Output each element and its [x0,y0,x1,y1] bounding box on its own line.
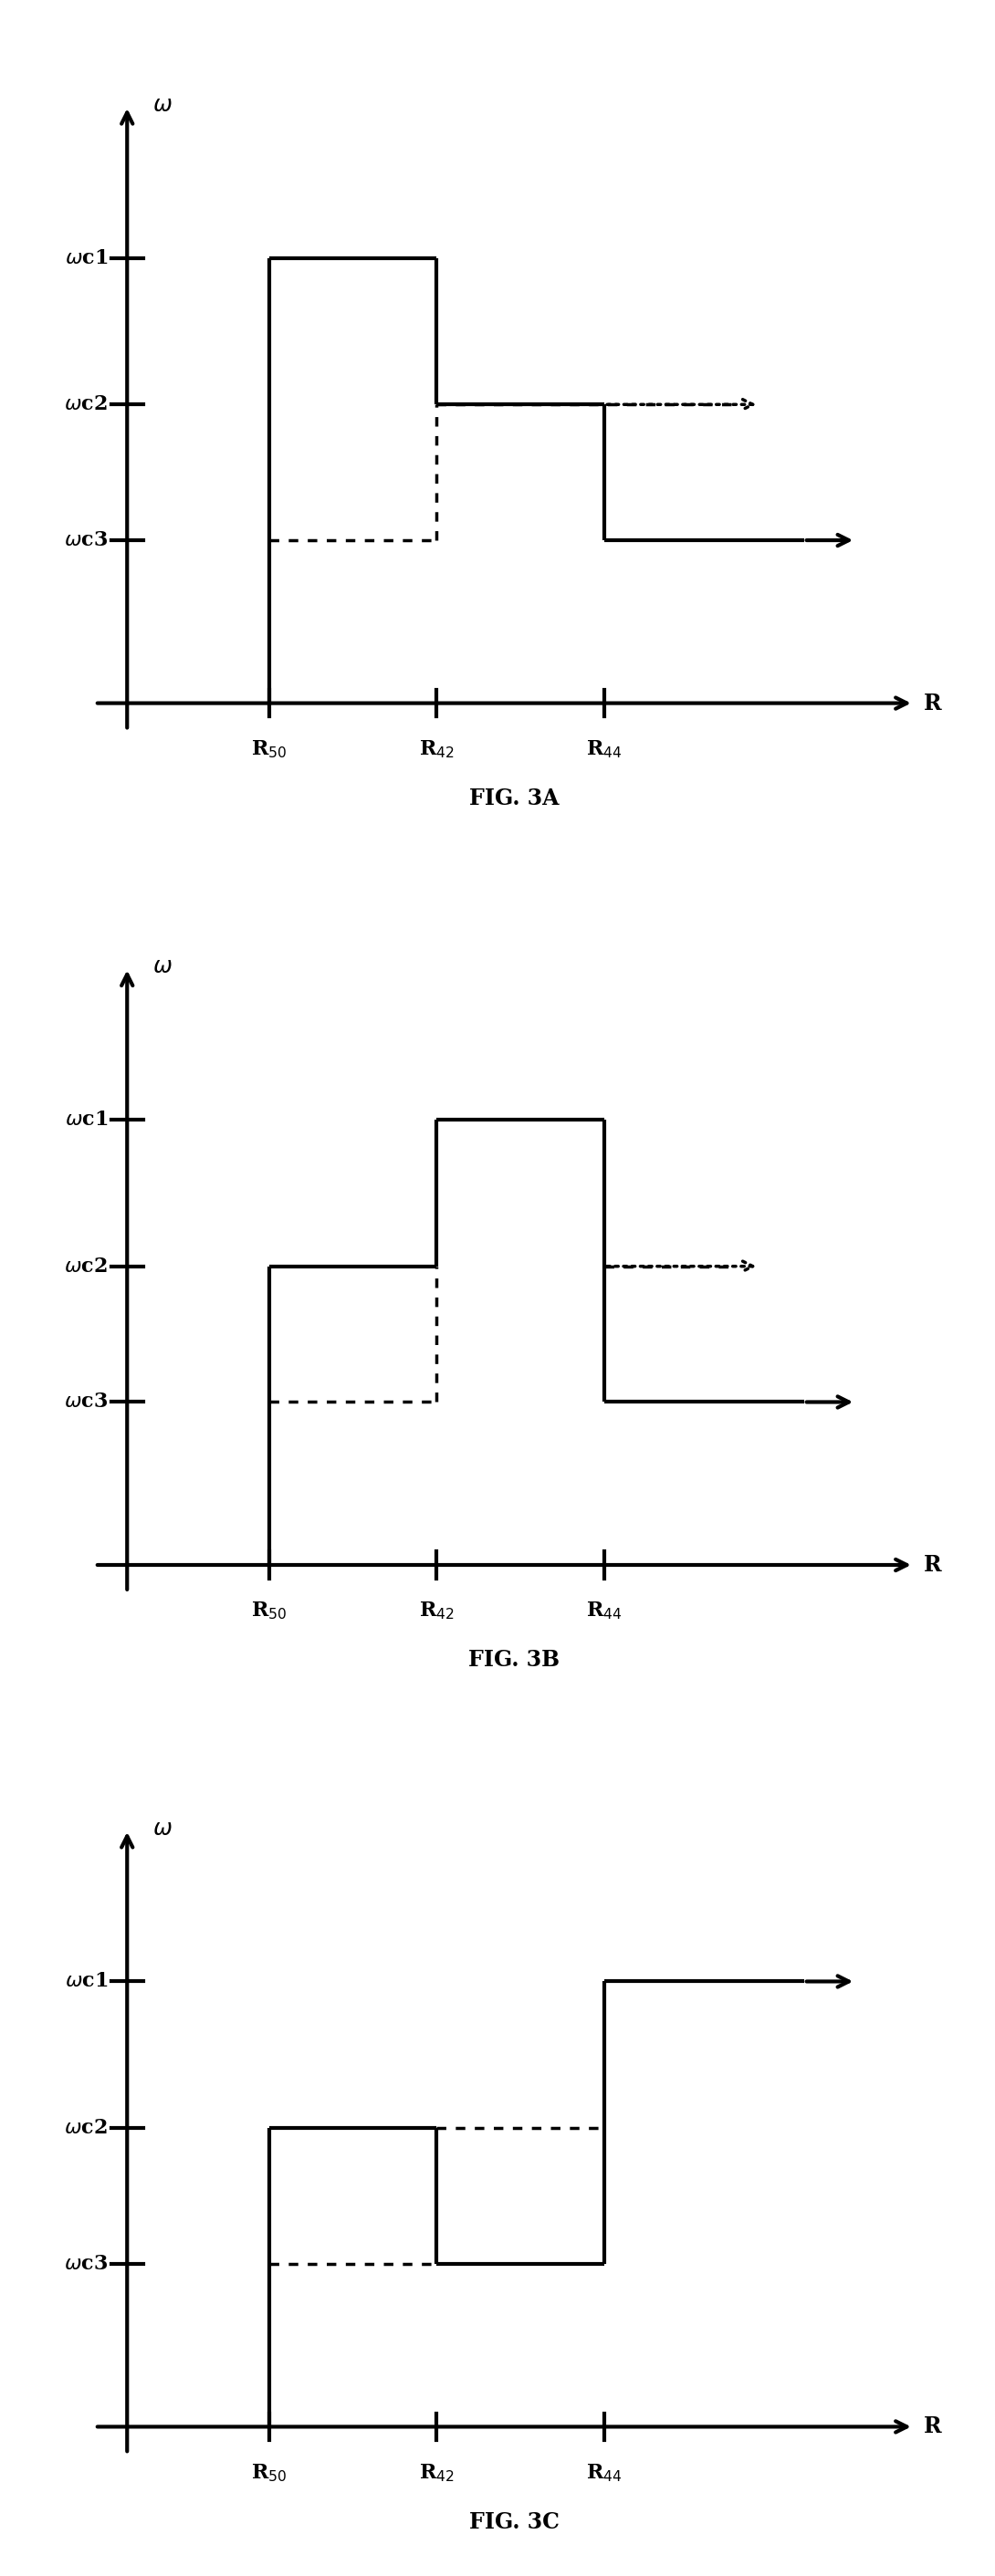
Text: R$_{50}$: R$_{50}$ [251,2463,287,2483]
Text: R$_{44}$: R$_{44}$ [586,1600,622,1623]
Text: R$_{42}$: R$_{42}$ [419,2463,455,2483]
Text: FIG. 3C: FIG. 3C [469,2512,559,2532]
Text: $\omega$c3: $\omega$c3 [64,531,107,551]
Text: R$_{42}$: R$_{42}$ [419,1600,455,1623]
Text: R: R [923,1553,941,1577]
Text: $\omega$c1: $\omega$c1 [65,247,107,268]
Text: $\omega$c1: $\omega$c1 [65,1110,107,1131]
Text: R: R [923,2416,941,2437]
Text: $\omega$: $\omega$ [153,1819,173,1839]
Text: FIG. 3B: FIG. 3B [469,1649,559,1672]
Text: R$_{42}$: R$_{42}$ [419,739,455,760]
Text: R$_{44}$: R$_{44}$ [586,2463,622,2483]
Text: R$_{44}$: R$_{44}$ [586,739,622,760]
Text: R$_{50}$: R$_{50}$ [251,739,287,760]
Text: $\omega$: $\omega$ [153,956,173,979]
Text: FIG. 3A: FIG. 3A [469,788,559,809]
Text: R$_{50}$: R$_{50}$ [251,1600,287,1623]
Text: $\omega$c3: $\omega$c3 [64,2254,107,2275]
Text: $\omega$c3: $\omega$c3 [64,1391,107,1412]
Text: R: R [923,693,941,714]
Text: $\omega$c2: $\omega$c2 [65,2117,107,2138]
Text: $\omega$c1: $\omega$c1 [65,1971,107,1991]
Text: $\omega$c2: $\omega$c2 [65,394,107,415]
Text: $\omega$: $\omega$ [153,95,173,116]
Text: $\omega$c2: $\omega$c2 [65,1257,107,1275]
